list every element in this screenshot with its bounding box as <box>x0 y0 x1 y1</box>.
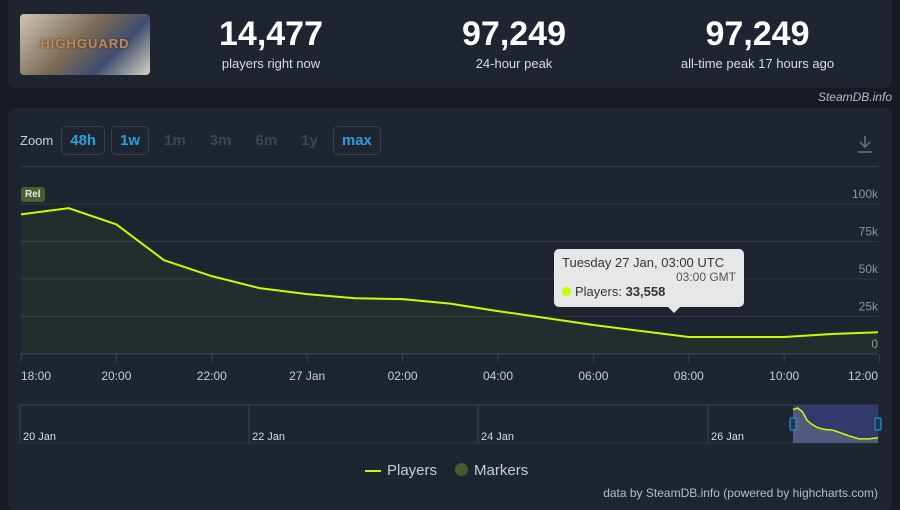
stat-label: 24-hour peak <box>475 56 553 71</box>
x-tick-label: 08:00 <box>674 369 704 383</box>
footer-credit[interactable]: data by SteamDB.info (powered by highcha… <box>603 486 878 500</box>
legend-players[interactable]: Players <box>365 462 437 479</box>
x-tick-label: 04:00 <box>483 369 513 383</box>
navigator-handle[interactable] <box>874 417 882 431</box>
download-icon[interactable] <box>856 134 874 154</box>
zoom-label: Zoom <box>20 133 54 148</box>
x-tick-label: 27 Jan <box>289 369 325 383</box>
y-tick-label: 100k <box>852 187 879 201</box>
stat-value: 14,477 <box>219 15 323 53</box>
players-area <box>21 208 878 354</box>
header-panel <box>8 0 892 88</box>
x-tick-label: 22:00 <box>197 369 227 383</box>
y-tick-label: 75k <box>859 225 879 239</box>
navigator-line <box>792 407 879 440</box>
circle-swatch-icon <box>455 463 469 476</box>
x-tick-label: 10:00 <box>769 369 799 383</box>
legend-markers[interactable]: Markers <box>455 462 528 479</box>
series-dot-icon <box>562 287 571 296</box>
zoom-max-button[interactable]: max <box>332 126 381 155</box>
navigator <box>19 404 879 444</box>
y-tick-label: 50k <box>859 262 879 276</box>
zoom-3m-button: 3m <box>209 132 232 149</box>
stat-all-time-peak: 97,249 all-time peak 17 hours ago <box>660 14 855 71</box>
navigator-label: 24 Jan <box>481 431 514 443</box>
tooltip-title: Tuesday 27 Jan, 03:00 UTC <box>562 255 725 270</box>
stat-value: 97,249 <box>705 15 810 53</box>
navigator-area <box>793 407 878 443</box>
legend: Players Markers <box>365 462 528 479</box>
line-swatch-icon <box>365 470 381 473</box>
y-tick-label: 0 <box>871 337 878 351</box>
navigator-selection <box>793 405 878 443</box>
release-marker[interactable]: Rel <box>21 187 45 202</box>
zoom-1y-button: 1y <box>301 132 318 149</box>
x-tick-label: 02:00 <box>388 369 418 383</box>
steamdb-credit[interactable]: SteamDB.info <box>817 90 892 104</box>
x-tick-label: 18:00 <box>21 369 51 383</box>
tooltip-subtitle: 03:00 GMT <box>675 270 736 284</box>
tooltip: Tuesday 27 Jan, 03:00 UTC 03:00 GMT Play… <box>554 249 744 313</box>
stat-label: players right now <box>221 56 321 71</box>
x-tick-label: 06:00 <box>578 369 608 383</box>
stat-24h-peak: 97,249 24-hour peak <box>440 14 588 71</box>
zoom-1w-button[interactable]: 1w <box>111 126 150 155</box>
divider <box>20 166 878 167</box>
players-line <box>20 207 879 339</box>
x-tick-label: 20:00 <box>101 369 131 383</box>
navigator-handle[interactable] <box>789 417 797 431</box>
tooltip-value: 33,558 <box>625 284 666 299</box>
stat-current: 14,477 players right now <box>200 14 342 71</box>
y-tick-label: 25k <box>859 300 879 314</box>
game-logo: HIGHGUARD <box>40 36 130 51</box>
zoom-1m-button: 1m <box>164 132 186 149</box>
navigator-label: 26 Jan <box>711 431 744 443</box>
legend-label: Markers <box>474 462 529 479</box>
navigator-label: 22 Jan <box>252 431 285 443</box>
game-banner[interactable]: HIGHGUARD <box>20 14 150 75</box>
zoom-6m-button: 6m <box>255 132 278 149</box>
zoom-48h-button[interactable]: 48h <box>61 126 106 155</box>
x-tick-label: 12:00 <box>848 369 878 383</box>
stat-label: all-time peak 17 hours ago <box>680 56 835 71</box>
zoom-selector: Zoom 48h 1w 1m 3m 6m 1y max <box>20 126 381 155</box>
tooltip-series-label: Players: <box>575 284 622 299</box>
stat-value: 97,249 <box>462 15 566 53</box>
navigator-label: 20 Jan <box>23 431 56 443</box>
legend-label: Players <box>387 462 438 479</box>
